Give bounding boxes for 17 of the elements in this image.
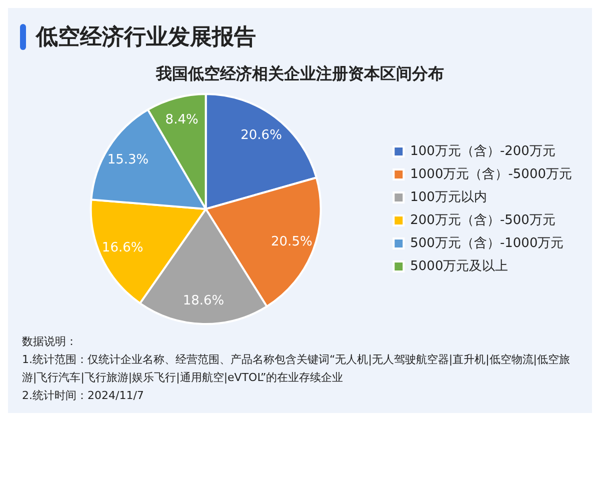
legend-label: 500万元（含）-1000万元 bbox=[410, 236, 564, 251]
data-label: 18.6% bbox=[182, 293, 224, 308]
legend-label: 1000万元（含）-5000万元 bbox=[410, 166, 572, 182]
chart-subtitle: 我国低空经济相关企业注册资本区间分布 bbox=[154, 64, 445, 85]
data-label: 20.5% bbox=[271, 234, 312, 250]
legend-label: 200万元（含）-500万元 bbox=[410, 212, 556, 228]
data-label: 15.3% bbox=[107, 152, 149, 168]
data-label: 8.4% bbox=[165, 112, 198, 128]
chart-title: 低空经济行业发展报告 bbox=[36, 24, 256, 52]
text: 数据说明： bbox=[22, 334, 78, 350]
data-label: 20.6% bbox=[240, 128, 282, 143]
legend-label: 5000万元及以上 bbox=[410, 258, 508, 274]
legend-label: 100万元以内 bbox=[410, 190, 487, 205]
text: 2.统计时间：2024/11/7 bbox=[22, 388, 145, 404]
legend-label: 100万元（含）-200万元 bbox=[410, 144, 556, 159]
text: 1.统计范围：仅统计企业名称、经营范围、产品名称包含关键词“无人机|无人驾驶航空器|直升机|低空物流|低空旅游|飞行汽车|飞行旅游|娱乐飞行|通用航空|eVTOL”的在业存续企业 bbox=[22, 352, 572, 386]
data-label: 16.6% bbox=[102, 240, 144, 256]
